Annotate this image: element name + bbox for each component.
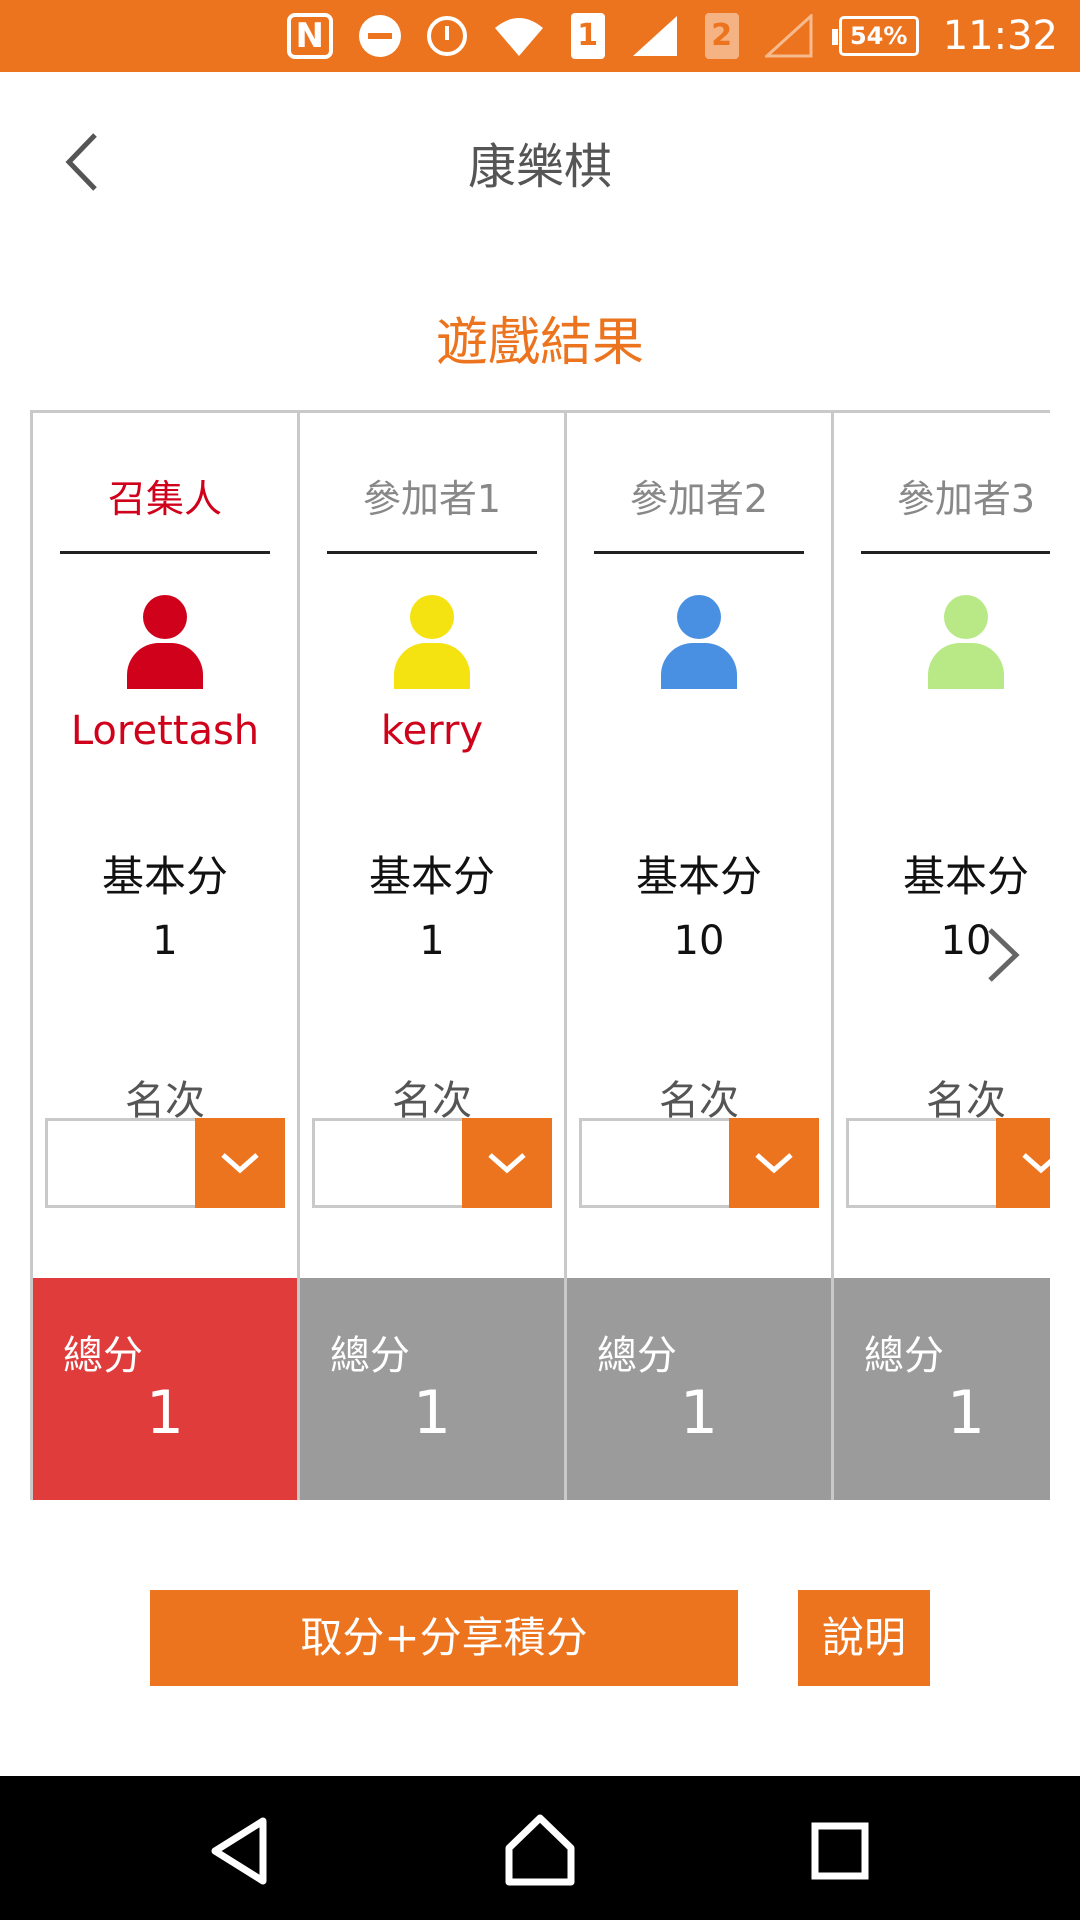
player-name: kerry [380, 708, 484, 754]
dropdown-arrow-button[interactable] [729, 1118, 819, 1208]
rank-label: 名次 [392, 1078, 472, 1124]
chevron-down-icon [488, 1153, 526, 1174]
player-role-label: 參加者1 [362, 477, 502, 521]
rank-label: 名次 [659, 1078, 739, 1124]
page-title: 康樂棋 [467, 139, 612, 195]
player-column: 召集人 Lorettash 基本分 1 名次 總分 1 [30, 413, 300, 1500]
total-score-value: 1 [946, 1378, 986, 1448]
person-icon [392, 595, 472, 695]
total-score-box: 總分 1 [300, 1278, 564, 1500]
alarm-icon [426, 16, 467, 56]
base-score-label: 基本分 [368, 852, 495, 901]
chevron-down-icon [221, 1153, 259, 1174]
base-score-value: 10 [940, 918, 992, 964]
share-score-button[interactable]: 取分+分享積分 [150, 1590, 738, 1686]
rank-label: 名次 [125, 1078, 205, 1124]
signal-icon [631, 14, 679, 58]
avatar-head [410, 595, 454, 639]
total-score-box: 總分 1 [567, 1278, 831, 1500]
clock-time: 11:32 [942, 13, 1058, 59]
player-role-label: 召集人 [107, 477, 222, 521]
total-score-value: 1 [145, 1378, 185, 1448]
total-score-value: 1 [412, 1378, 452, 1448]
player-column: 參加者2 基本分 10 名次 總分 1 [564, 413, 834, 1500]
back-button[interactable] [55, 127, 115, 197]
no-signal-icon [764, 14, 813, 58]
total-score-label: 總分 [864, 1333, 944, 1379]
avatar-body [928, 643, 1004, 689]
player-role-label: 參加者2 [629, 477, 769, 521]
dropdown-arrow-button[interactable] [462, 1118, 552, 1208]
nfc-icon: N [286, 13, 333, 59]
player-columns: 召集人 Lorettash 基本分 1 名次 總分 1 參加者1 [30, 413, 1050, 1500]
avatar-head [944, 595, 988, 639]
person-icon [659, 595, 739, 695]
rank-dropdown[interactable] [45, 1118, 285, 1208]
base-score-label: 基本分 [101, 852, 228, 901]
avatar-body [127, 643, 203, 689]
navigation-bar [0, 1776, 1080, 1920]
avatar-head [677, 595, 721, 639]
base-score-label: 基本分 [635, 852, 762, 901]
do-not-disturb-icon [358, 15, 401, 57]
chevron-right-icon [988, 928, 1020, 982]
status-bar: N 1 2 54% 11:32 [0, 0, 1080, 72]
dropdown-arrow-button[interactable] [195, 1118, 285, 1208]
player-name: Lorettash [70, 708, 260, 754]
chevron-down-icon [755, 1153, 793, 1174]
person-icon [125, 595, 205, 695]
base-score-value: 1 [152, 918, 178, 964]
chevron-down-icon [1022, 1153, 1050, 1174]
rank-dropdown[interactable] [579, 1118, 819, 1208]
sim2-icon: 2 [704, 13, 739, 59]
wifi-icon [493, 14, 545, 58]
score-table[interactable]: 召集人 Lorettash 基本分 1 名次 總分 1 參加者1 [30, 410, 1050, 1500]
dropdown-arrow-button[interactable] [996, 1118, 1050, 1208]
player-role-label: 參加者3 [896, 477, 1036, 521]
avatar-body [661, 643, 737, 689]
recents-square-icon [811, 1822, 869, 1880]
person-icon [926, 595, 1006, 695]
divider [60, 551, 270, 554]
next-page-button[interactable] [978, 920, 1028, 990]
base-score-label: 基本分 [902, 852, 1029, 901]
nav-back-button[interactable] [195, 1806, 285, 1896]
help-button[interactable]: 說明 [798, 1590, 930, 1686]
home-icon [505, 1814, 575, 1886]
chevron-left-icon [65, 133, 97, 191]
player-column: 參加者1 kerry 基本分 1 名次 總分 1 [297, 413, 567, 1500]
avatar-body [394, 643, 470, 689]
total-score-box: 總分 1 [33, 1278, 297, 1500]
avatar-head [143, 595, 187, 639]
nav-home-button[interactable] [495, 1806, 585, 1896]
total-score-label: 總分 [63, 1333, 143, 1379]
app-header: 康樂棋 [0, 72, 1080, 252]
battery-icon: 54% [831, 16, 919, 56]
game-result-title: 遊戲結果 [435, 313, 644, 373]
triangle-back-icon [211, 1817, 267, 1885]
total-score-label: 總分 [597, 1333, 677, 1379]
rank-dropdown[interactable] [312, 1118, 552, 1208]
divider [861, 551, 1050, 554]
rank-dropdown[interactable] [846, 1118, 1050, 1208]
total-score-value: 1 [679, 1378, 719, 1448]
total-score-box: 總分 1 [834, 1278, 1050, 1500]
total-score-label: 總分 [330, 1333, 410, 1379]
base-score-value: 10 [673, 918, 725, 964]
nav-recents-button[interactable] [795, 1806, 885, 1896]
base-score-value: 1 [419, 918, 445, 964]
sim1-icon: 1 [570, 13, 605, 59]
divider [594, 551, 804, 554]
rank-label: 名次 [926, 1078, 1006, 1124]
divider [327, 551, 537, 554]
